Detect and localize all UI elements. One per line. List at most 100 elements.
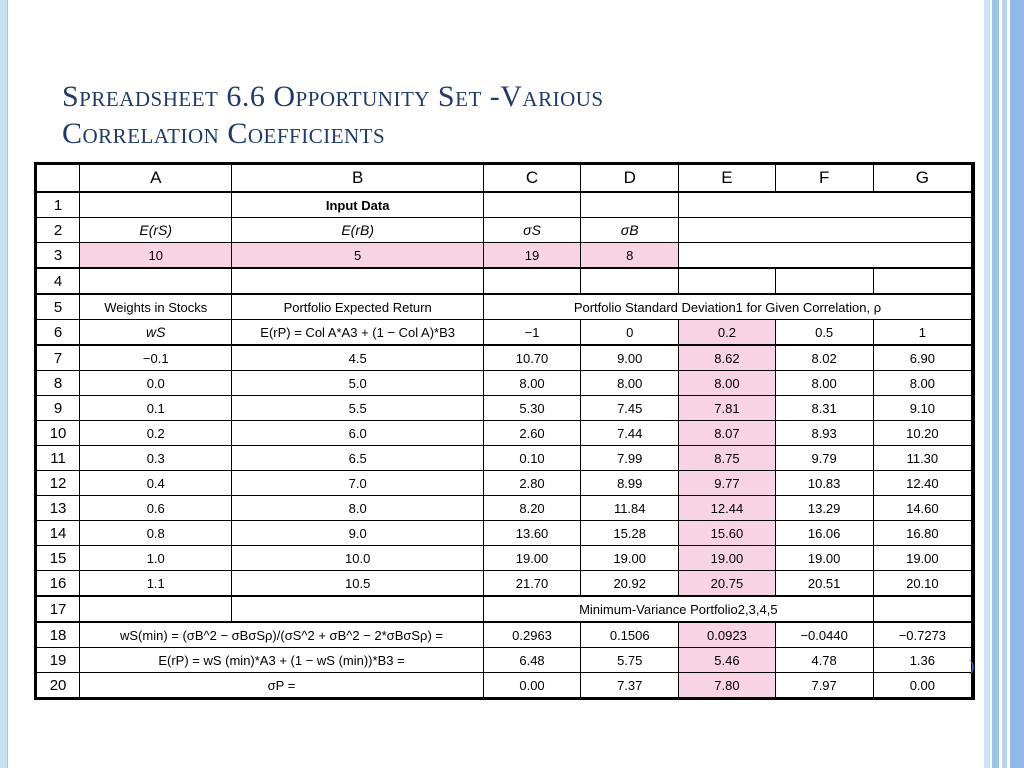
sd-cell-d: 7.45 — [580, 395, 680, 421]
sd-cell-c: 13.60 — [482, 520, 582, 546]
min-sd-c: 0.00 — [482, 672, 582, 698]
sheet-row-2: 2 E(rS) E(rB) σS σB — [35, 217, 972, 243]
sd-cell-e: 8.07 — [678, 420, 776, 446]
sd-cell-f: 9.79 — [774, 445, 874, 471]
edge-paren-mark: ) — [969, 658, 975, 675]
row-number: 20 — [35, 672, 81, 698]
sheet-row-18: 18 wS(min) = (σB^2 − σBσSρ)/(σS^2 + σB^2… — [35, 621, 973, 648]
title-line-1: Spreadsheet 6.6 Opportunity Set -Various — [62, 80, 604, 113]
sheet-row-20: 20 σP = 0.00 7.37 7.80 7.97 0.00 — [35, 672, 973, 698]
min-weight-d: 0.1506 — [580, 621, 680, 648]
column-header-row: A B C D E F G — [35, 164, 973, 193]
expected-return-cell: 7.0 — [231, 470, 484, 496]
min-sd-g: 0.00 — [872, 672, 973, 698]
sd-cell-f: 8.02 — [774, 344, 874, 371]
min-return-e: 5.46 — [678, 647, 776, 673]
bond-sd-label: σB — [580, 217, 680, 243]
sd-cell-e: 12.44 — [678, 495, 776, 521]
expected-return-cell: 6.0 — [231, 420, 484, 446]
row-number: 14 — [35, 520, 81, 546]
cell-e4 — [678, 267, 776, 295]
table-row: 15 1.0 10.0 19.00 19.00 19.00 19.00 19.0… — [35, 545, 973, 571]
cell-d1 — [580, 191, 680, 218]
cell-c1 — [482, 191, 582, 218]
sd-cell-d: 9.00 — [580, 344, 680, 371]
row-number: 19 — [35, 647, 81, 673]
min-weight-f: −0.0440 — [774, 621, 874, 648]
min-return-f: 4.78 — [774, 647, 874, 673]
sd-cell-e: 9.77 — [678, 470, 776, 496]
row-number: 12 — [35, 470, 81, 496]
sheet-row-3: 3 10 5 19 8 — [35, 242, 972, 269]
sd-cell-c: 2.80 — [482, 470, 582, 496]
correlation-f: 0.5 — [774, 319, 874, 346]
corner-cell — [35, 164, 81, 193]
min-return-g: 1.36 — [872, 647, 973, 673]
weight-cell: 1.1 — [79, 570, 233, 597]
table-row: 11 0.3 6.5 0.10 7.99 8.75 9.79 11.30 — [35, 445, 973, 471]
cell-c4 — [482, 267, 582, 295]
portfolio-sd-header: Portfolio Standard Deviation1 for Given … — [482, 293, 973, 320]
min-return-d: 5.75 — [580, 647, 680, 673]
table-row: 12 0.4 7.0 2.80 8.99 9.77 10.83 12.40 — [35, 470, 973, 496]
sd-cell-g: 20.10 — [872, 570, 973, 597]
sd-cell-e: 8.75 — [678, 445, 776, 471]
cell-a4 — [79, 267, 233, 295]
stock-sd-value: 19 — [482, 242, 582, 269]
table-row: 8 0.0 5.0 8.00 8.00 8.00 8.00 8.00 — [35, 370, 973, 396]
weight-cell: 0.3 — [79, 445, 233, 471]
column-header-c: C — [482, 164, 582, 193]
sd-cell-c: 8.20 — [482, 495, 582, 521]
sd-cell-d: 7.99 — [580, 445, 680, 471]
weight-cell: 0.2 — [79, 420, 233, 446]
sd-cell-g: 14.60 — [872, 495, 973, 521]
cell-b4 — [231, 267, 484, 295]
correlation-e: 0.2 — [678, 319, 776, 346]
min-weight-e: 0.0923 — [678, 621, 776, 648]
sd-cell-e: 8.00 — [678, 370, 776, 396]
sd-cell-d: 8.00 — [580, 370, 680, 396]
sd-cell-f: 20.51 — [774, 570, 874, 597]
table-row: 16 1.1 10.5 21.70 20.92 20.75 20.51 20.1… — [35, 570, 973, 597]
table-row: 14 0.8 9.0 13.60 15.28 15.60 16.06 16.80 — [35, 520, 973, 546]
sd-cell-d: 7.44 — [580, 420, 680, 446]
expected-return-cell: 5.0 — [231, 370, 484, 396]
sd-cell-g: 8.00 — [872, 370, 973, 396]
cell-e2-g2 — [678, 217, 972, 243]
min-weight-formula: wS(min) = (σB^2 − σBσSρ)/(σS^2 + σB^2 − … — [79, 621, 484, 648]
expected-return-cell: 10.5 — [231, 570, 484, 597]
row-number: 17 — [35, 595, 81, 623]
cell-b17 — [231, 595, 484, 623]
sd-cell-e: 8.62 — [678, 344, 776, 371]
weight-cell: 1.0 — [79, 545, 233, 571]
sd-cell-f: 13.29 — [774, 495, 874, 521]
expected-return-cell: 8.0 — [231, 495, 484, 521]
column-header-a: A — [79, 164, 233, 193]
stock-sd-label: σS — [482, 217, 582, 243]
stock-expected-return-label: E(rS) — [79, 217, 233, 243]
min-sd-e: 7.80 — [678, 672, 776, 698]
cell-d4 — [580, 267, 680, 295]
right-frame-bars — [980, 0, 1024, 768]
bond-expected-return-label: E(rB) — [231, 217, 484, 243]
sd-cell-g: 6.90 — [872, 344, 973, 371]
sd-cell-e: 19.00 — [678, 545, 776, 571]
weights-header: Weights in Stocks — [79, 293, 233, 320]
row-number: 2 — [35, 217, 81, 243]
row-number: 5 — [35, 293, 81, 320]
cell-f4 — [774, 267, 874, 295]
sd-cell-g: 9.10 — [872, 395, 973, 421]
expected-return-cell: 6.5 — [231, 445, 484, 471]
title-line-2: Correlation Coefficients — [62, 117, 386, 150]
sd-cell-f: 16.06 — [774, 520, 874, 546]
weight-cell: −0.1 — [79, 344, 233, 371]
table-row: 13 0.6 8.0 8.20 11.84 12.44 13.29 14.60 — [35, 495, 973, 521]
row-number: 13 — [35, 495, 81, 521]
expected-return-cell: 9.0 — [231, 520, 484, 546]
input-data-label: Input Data — [231, 191, 484, 218]
sd-cell-d: 19.00 — [580, 545, 680, 571]
portfolio-return-formula: E(rP) = Col A*A3 + (1 − Col A)*B3 — [231, 319, 484, 346]
row-number: 8 — [35, 370, 81, 396]
row-number: 7 — [35, 344, 81, 371]
min-return-c: 6.48 — [482, 647, 582, 673]
